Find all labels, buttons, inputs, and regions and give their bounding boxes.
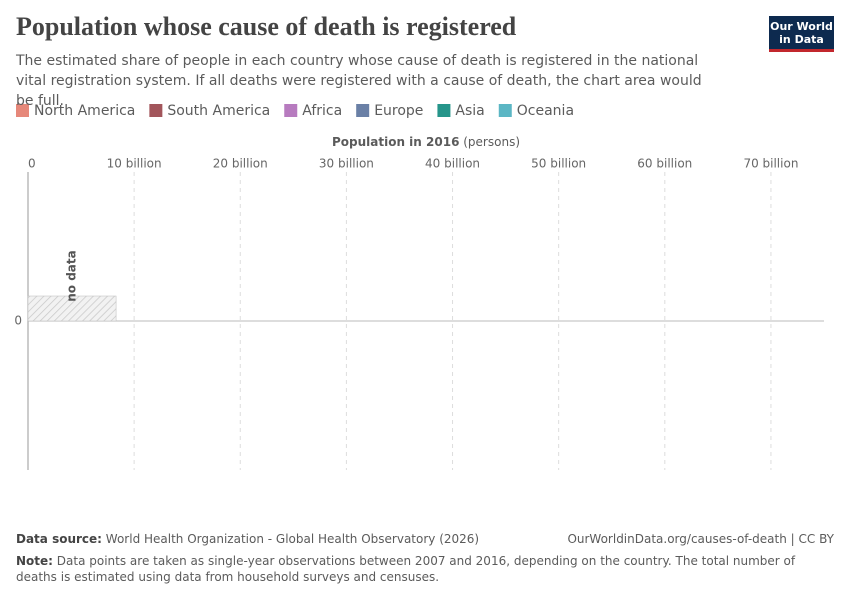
source-text: World Health Organization - Global Healt… <box>105 532 480 546</box>
source-label: Data source: <box>16 532 102 546</box>
logo[interactable]: Our World in Data <box>769 16 834 52</box>
legend-label: Europe <box>374 103 423 119</box>
legend-swatch <box>149 104 163 117</box>
legend-swatch <box>284 104 298 117</box>
chart-subtitle: The estimated share of people in each co… <box>16 53 702 109</box>
x-tick-label: 20 billion <box>213 157 268 171</box>
x-axis-title: Population in 2016 <box>332 135 459 149</box>
y-tick-label: 0 <box>14 314 22 328</box>
legend-label: North America <box>34 103 135 119</box>
url[interactable]: OurWorldinData.org/causes-of-death | CC … <box>567 532 834 546</box>
legend-label: Oceania <box>517 103 574 119</box>
x-axis-label: Population in 2016 (persons) <box>332 135 520 149</box>
x-axis-unit: (persons) <box>463 135 520 149</box>
no-data-label: no data <box>65 250 79 302</box>
chart-title: Population whose cause of death is regis… <box>16 12 517 41</box>
note-text: Data points are taken as single-year obs… <box>16 554 796 584</box>
x-tick-label: 60 billion <box>637 157 692 171</box>
x-tick-label: 0 <box>28 157 36 171</box>
legend-label: South America <box>167 103 270 119</box>
x-tick-label: 70 billion <box>743 157 798 171</box>
note-label: Note: <box>16 554 53 568</box>
legend-swatch <box>356 104 370 117</box>
note: Note: Data points are taken as single-ye… <box>16 553 816 585</box>
x-tick-label: 30 billion <box>319 157 374 171</box>
x-tick-label: 50 billion <box>531 157 586 171</box>
legend-swatch <box>437 104 451 117</box>
source: Data source: World Health Organization -… <box>16 532 479 546</box>
legend-swatch <box>498 104 512 117</box>
logo-line: in Data <box>779 33 824 46</box>
logo-line: Our World <box>770 20 833 33</box>
legend-label: Africa <box>302 103 342 119</box>
x-tick-label: 40 billion <box>425 157 480 171</box>
x-tick-label: 10 billion <box>107 157 162 171</box>
legend-label: Asia <box>455 103 484 119</box>
legend-swatch <box>16 104 29 117</box>
no-data-area <box>27 295 117 322</box>
